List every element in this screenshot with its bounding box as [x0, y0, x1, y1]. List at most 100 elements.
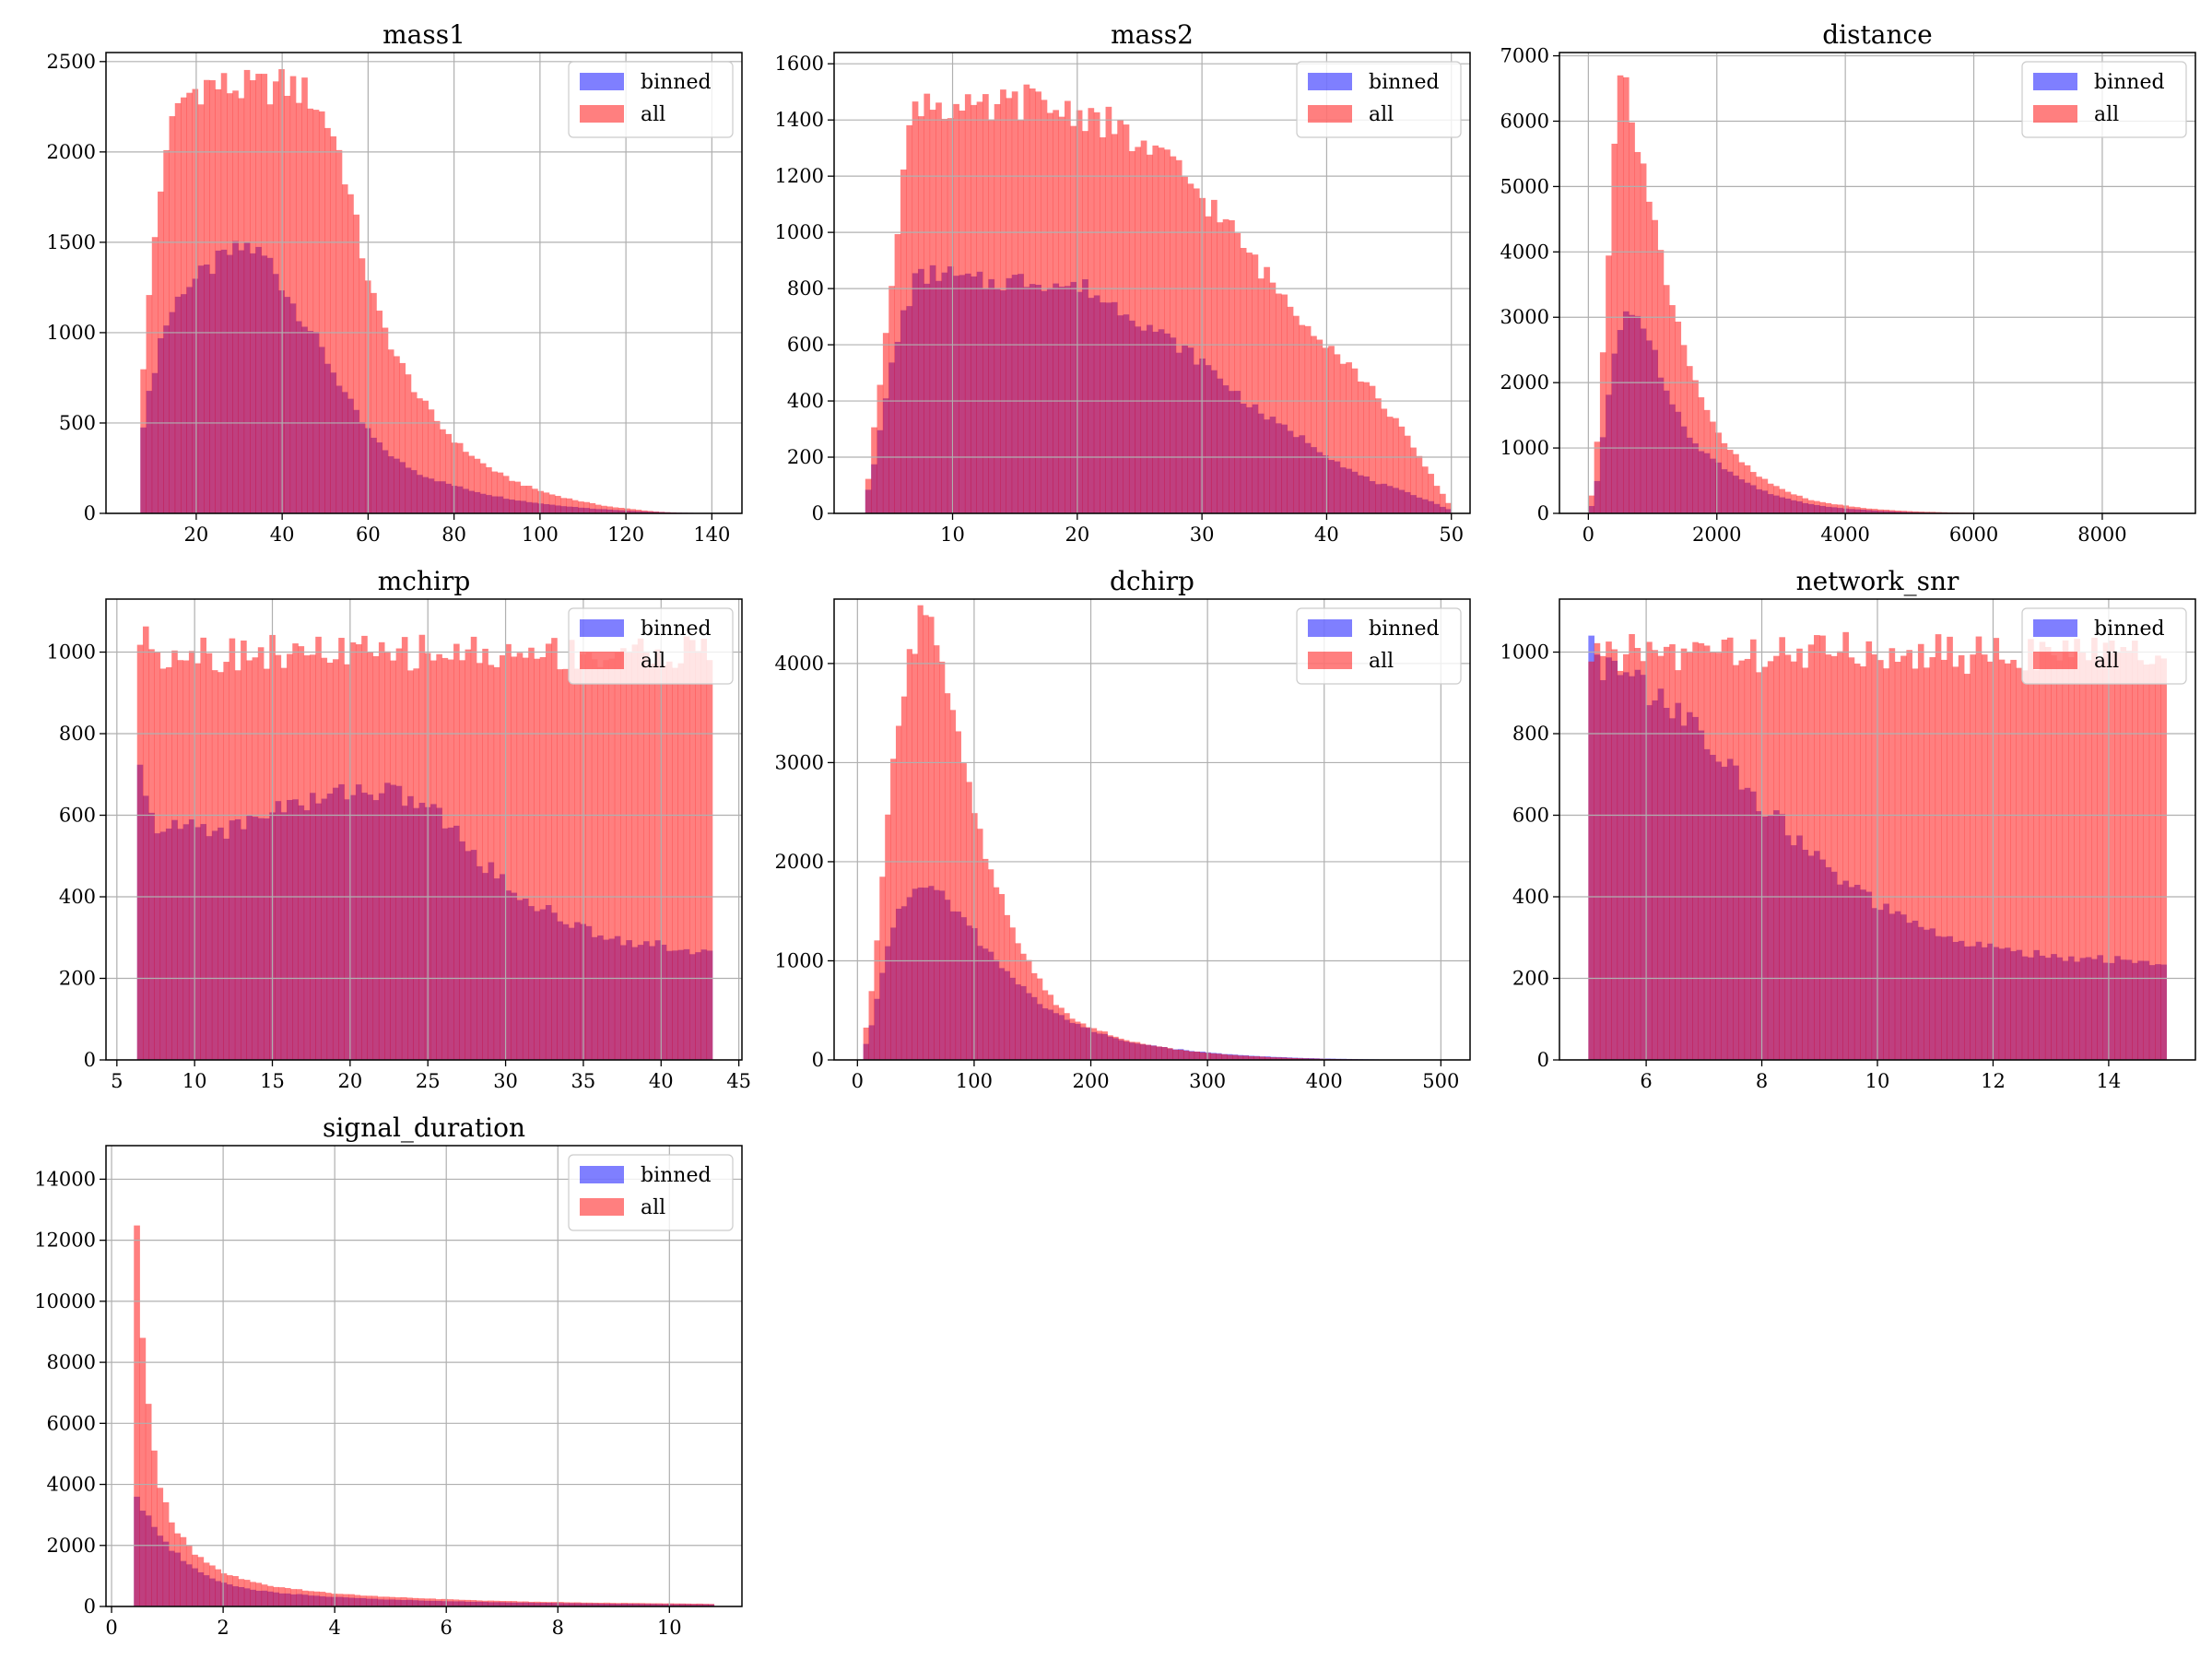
bar [1588, 495, 1594, 513]
bar [520, 486, 527, 513]
bar [290, 1589, 297, 1606]
y-tick-label: 600 [787, 334, 824, 356]
subplot-title: distance [1822, 19, 1932, 50]
bar [1924, 667, 1930, 1060]
bar [568, 640, 575, 1060]
bar [1819, 635, 1826, 1060]
bar [994, 103, 1001, 513]
bar [1617, 670, 1624, 1060]
bar [1646, 201, 1653, 513]
bar [255, 1583, 263, 1606]
bar [667, 1603, 675, 1606]
bar [145, 1404, 152, 1606]
y-tick-label: 0 [84, 1049, 96, 1071]
bar [1322, 347, 1329, 513]
bar [1265, 1056, 1271, 1060]
bar [493, 1600, 500, 1606]
bar [400, 1596, 407, 1606]
bar [615, 1603, 622, 1606]
bar [332, 659, 339, 1060]
bar [649, 663, 655, 1060]
bar [318, 111, 325, 513]
bar [378, 641, 385, 1060]
legend-label-all: all [641, 650, 665, 673]
bar [589, 502, 596, 513]
y-tick-label: 600 [1512, 805, 1549, 827]
bar [688, 640, 696, 1060]
bar [631, 644, 639, 1060]
bar [491, 471, 498, 513]
bar [458, 1599, 465, 1606]
bar [1221, 1053, 1228, 1060]
bar [562, 668, 570, 1060]
bar [1710, 652, 1716, 1060]
bar [516, 1601, 524, 1606]
bar [295, 102, 302, 513]
bar [1053, 110, 1060, 513]
bar [159, 668, 167, 1060]
bar [1877, 509, 1884, 513]
bar [1375, 398, 1382, 513]
bar [238, 98, 245, 513]
bar [557, 1602, 564, 1606]
bar [1086, 1027, 1092, 1060]
bar [614, 652, 621, 1060]
bar [1935, 634, 1942, 1060]
y-tick-label: 1600 [775, 53, 824, 75]
y-tick-label: 200 [59, 968, 96, 990]
y-tick-label: 5000 [1500, 175, 1549, 197]
bar [169, 116, 176, 513]
bar [174, 102, 182, 513]
bar [1634, 648, 1641, 1060]
x-tick-label: 10 [1865, 1070, 1890, 1092]
bar [1178, 1049, 1184, 1060]
y-tick-label: 6000 [47, 1412, 96, 1434]
bar [384, 651, 391, 1060]
bar [257, 647, 265, 1060]
bar [142, 626, 149, 1060]
legend-label-all: all [2094, 103, 2119, 126]
bar [977, 829, 983, 1060]
bar [1297, 1058, 1303, 1060]
bar [186, 92, 193, 513]
y-tick-label: 10000 [34, 1290, 96, 1312]
x-tick-label: 6000 [1949, 524, 1998, 546]
bar [1193, 188, 1200, 513]
x-tick-label: 0 [852, 1070, 864, 1092]
y-tick-label: 1000 [47, 322, 96, 344]
bar [284, 1587, 291, 1606]
bar [624, 508, 630, 513]
bar [278, 69, 285, 513]
x-tick-label: 30 [493, 1070, 518, 1092]
bar [499, 654, 506, 1060]
bar [700, 639, 708, 1060]
bar [1227, 1054, 1233, 1060]
x-tick-label: 30 [1190, 524, 1215, 546]
bar [959, 111, 966, 513]
bar [188, 651, 195, 1060]
bar [154, 652, 161, 1060]
bar [301, 77, 308, 513]
bar [1299, 324, 1306, 513]
bar [1351, 368, 1359, 513]
subplot-title: mchirp [378, 566, 471, 596]
x-tick-label: 4000 [1820, 524, 1869, 546]
bar [1170, 156, 1177, 513]
bar [2114, 652, 2121, 1060]
bar [685, 1603, 691, 1606]
bar [447, 659, 454, 1060]
bar [551, 1602, 559, 1606]
bar [1640, 163, 1647, 513]
bar [1970, 654, 1976, 1060]
bar [1222, 218, 1230, 513]
bar [1316, 339, 1324, 513]
y-tick-label: 4000 [47, 1474, 96, 1496]
bar [1924, 512, 1930, 513]
bar [185, 1545, 193, 1606]
y-tick-label: 1500 [47, 231, 96, 253]
bar [482, 648, 488, 1060]
bar [1687, 652, 1693, 1060]
y-tick-label: 6000 [1500, 110, 1549, 132]
bar [545, 643, 552, 1060]
axes-frame [833, 598, 1471, 1061]
